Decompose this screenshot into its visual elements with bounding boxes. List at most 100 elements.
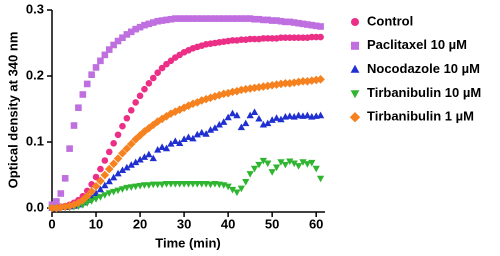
point <box>246 111 254 119</box>
point <box>57 190 65 197</box>
point <box>237 123 245 131</box>
point <box>202 130 210 137</box>
point <box>286 112 294 119</box>
point <box>92 173 100 181</box>
point <box>277 159 285 166</box>
point <box>70 122 78 129</box>
point <box>158 143 166 150</box>
legend-label: Tirbanibulin 1 µM <box>367 109 474 124</box>
point <box>140 153 149 160</box>
point <box>109 159 118 169</box>
point <box>317 33 324 41</box>
point <box>228 109 237 117</box>
point <box>233 189 241 197</box>
point <box>101 181 109 189</box>
legend-marker <box>351 18 359 26</box>
point <box>255 161 263 169</box>
point <box>206 93 215 103</box>
point <box>167 140 175 147</box>
point <box>264 119 272 127</box>
point <box>184 133 193 141</box>
point <box>224 113 232 121</box>
point <box>126 139 136 149</box>
point <box>145 79 153 87</box>
point <box>303 161 312 168</box>
point <box>92 196 100 203</box>
point <box>110 173 118 181</box>
point <box>206 126 215 133</box>
legend-label: Nocodazole 10 µM <box>367 61 480 76</box>
point <box>246 171 254 178</box>
point <box>281 78 290 88</box>
point <box>127 161 135 168</box>
point <box>154 145 162 153</box>
point <box>223 88 233 98</box>
point <box>141 85 148 93</box>
point <box>224 183 232 191</box>
point <box>259 82 268 91</box>
point <box>97 57 104 65</box>
point <box>61 175 69 182</box>
point <box>96 185 105 193</box>
point <box>254 82 264 92</box>
point <box>88 71 95 78</box>
point <box>211 124 219 131</box>
legend-label: Tirbanibulin 10 µM <box>367 85 481 100</box>
point <box>264 160 272 168</box>
point <box>157 114 167 124</box>
point <box>158 64 166 72</box>
point <box>82 191 92 201</box>
point <box>294 163 303 170</box>
point <box>132 183 140 191</box>
point <box>119 122 126 130</box>
point <box>91 181 101 191</box>
point <box>272 164 281 172</box>
point <box>136 92 144 100</box>
point <box>242 119 250 127</box>
point <box>312 165 320 173</box>
x-tick-label: 50 <box>265 216 279 231</box>
point <box>149 154 157 162</box>
point <box>198 128 206 136</box>
point <box>242 178 250 186</box>
point <box>118 186 127 193</box>
point <box>250 108 259 115</box>
point <box>118 166 127 174</box>
point <box>110 140 117 147</box>
point <box>105 190 113 197</box>
point <box>316 175 325 183</box>
point <box>136 182 144 190</box>
point <box>92 64 100 71</box>
point <box>66 145 73 152</box>
point <box>122 144 132 153</box>
point <box>286 158 294 166</box>
point <box>97 165 104 173</box>
point <box>176 139 184 146</box>
point <box>162 111 171 121</box>
point <box>132 99 139 106</box>
x-tick-label: 0 <box>48 216 55 231</box>
point <box>162 144 171 152</box>
point <box>132 158 140 166</box>
point <box>250 83 259 93</box>
x-axis-title: Time (min) <box>155 235 221 250</box>
point <box>114 169 122 177</box>
point <box>289 78 299 87</box>
point <box>189 134 197 142</box>
x-tick-label: 20 <box>133 216 147 231</box>
point <box>136 155 144 163</box>
point <box>237 185 245 193</box>
point <box>110 188 118 196</box>
point <box>201 94 211 104</box>
legend-marker <box>351 41 359 50</box>
legend-label: Paclitaxel 10 µM <box>367 37 467 52</box>
point <box>53 198 60 205</box>
point <box>228 186 237 194</box>
y-tick-label: 0.1 <box>26 133 44 148</box>
point <box>65 201 74 211</box>
point <box>101 51 109 59</box>
point <box>316 111 325 119</box>
point <box>311 75 321 85</box>
point <box>75 104 82 111</box>
point <box>87 187 96 196</box>
